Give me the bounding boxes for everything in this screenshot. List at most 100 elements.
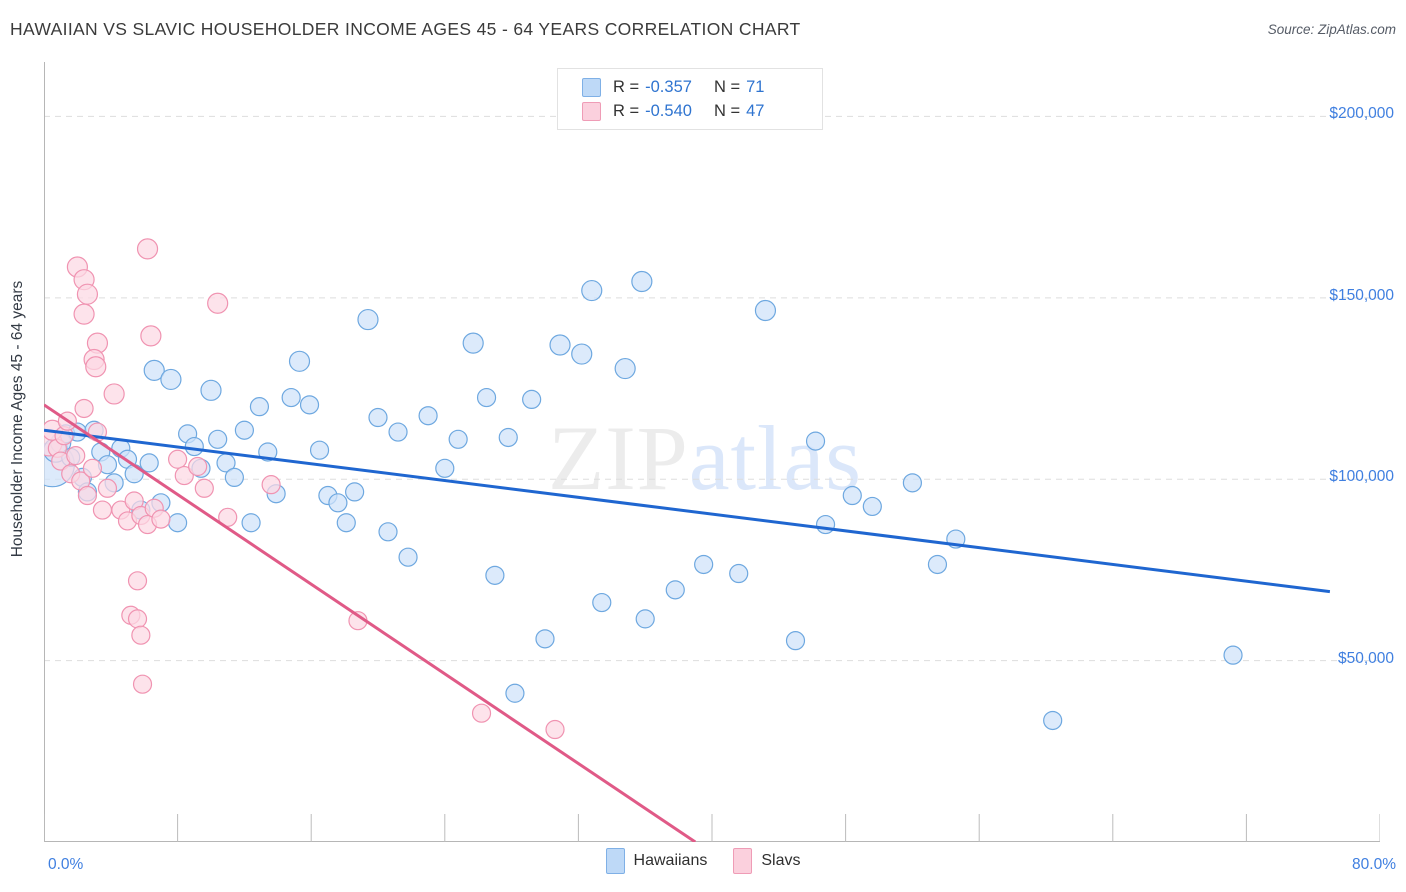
data-point[interactable] — [127, 609, 148, 629]
data-point[interactable] — [92, 500, 113, 520]
data-point[interactable] — [299, 395, 320, 415]
data-point[interactable] — [288, 350, 311, 372]
data-point[interactable] — [462, 332, 484, 354]
data-point[interactable] — [103, 383, 125, 405]
data-point[interactable] — [862, 496, 882, 517]
data-point[interactable] — [139, 453, 159, 473]
legend-label-slavs: Slavs — [761, 852, 801, 869]
data-point[interactable] — [249, 397, 270, 417]
data-point[interactable] — [471, 703, 492, 723]
data-point[interactable] — [174, 465, 194, 486]
data-point[interactable] — [234, 420, 254, 440]
data-point[interactable] — [136, 238, 159, 260]
data-point[interactable] — [614, 357, 636, 380]
legend-item-slavs[interactable]: Slavs — [733, 848, 800, 874]
data-point[interactable] — [143, 359, 165, 381]
data-point[interactable] — [241, 513, 261, 533]
data-point[interactable] — [592, 592, 612, 613]
data-point[interactable] — [398, 547, 418, 567]
data-point[interactable] — [485, 565, 505, 585]
data-point[interactable] — [140, 325, 162, 347]
data-point[interactable] — [631, 270, 653, 293]
stats-r-label-2: R = — [613, 101, 640, 120]
data-point[interactable] — [184, 436, 204, 457]
data-point[interactable] — [124, 464, 144, 484]
data-point[interactable] — [261, 475, 281, 495]
data-point[interactable] — [97, 478, 118, 498]
data-point[interactable] — [505, 683, 525, 703]
data-point[interactable] — [378, 522, 398, 542]
data-point[interactable] — [281, 387, 301, 408]
data-point[interactable] — [635, 609, 655, 629]
data-point[interactable] — [357, 308, 379, 331]
data-point[interactable] — [815, 514, 836, 535]
data-point[interactable] — [498, 427, 518, 448]
data-point[interactable] — [309, 440, 330, 460]
series-points-slavs — [44, 238, 565, 740]
data-point[interactable] — [328, 493, 348, 513]
data-point[interactable] — [535, 629, 555, 649]
data-point[interactable] — [1043, 710, 1063, 731]
data-point[interactable] — [188, 456, 208, 477]
data-point[interactable] — [368, 407, 388, 428]
data-point[interactable] — [85, 356, 107, 378]
data-point[interactable] — [74, 398, 94, 419]
x-axis-max-label: 80.0% — [1352, 856, 1396, 873]
data-point[interactable] — [549, 334, 571, 356]
data-point[interactable] — [127, 571, 148, 591]
data-point[interactable] — [73, 303, 95, 325]
stats-n-label-1: N = — [713, 77, 741, 96]
legend-item-hawaiians[interactable]: Hawaiians — [605, 848, 708, 874]
data-point[interactable] — [132, 674, 153, 694]
data-point[interactable] — [435, 458, 455, 478]
data-point[interactable] — [76, 283, 99, 305]
data-point[interactable] — [168, 449, 188, 469]
trendline-slavs — [44, 403, 697, 842]
stats-r-value-2: -0.540 — [645, 101, 692, 120]
y-axis-tick-label-1: $150,000 — [1329, 286, 1394, 304]
data-point[interactable] — [665, 580, 685, 600]
data-point[interactable] — [927, 554, 948, 575]
data-point[interactable] — [168, 513, 188, 533]
data-point[interactable] — [336, 513, 356, 533]
y-axis-title: Householder Income Ages 45 - 64 years — [9, 280, 26, 558]
data-point[interactable] — [476, 387, 497, 408]
data-point[interactable] — [388, 422, 408, 442]
data-point[interactable] — [194, 478, 214, 498]
series-legend: Hawaiians Slavs — [0, 848, 1406, 874]
legend-swatch-slavs — [733, 848, 753, 874]
data-point[interactable] — [131, 625, 151, 645]
stats-row-hawaiians: R = -0.357 N = 71 — [582, 75, 812, 99]
data-point[interactable] — [418, 406, 438, 426]
data-point[interactable] — [805, 431, 826, 451]
page-title: HAWAIIAN VS SLAVIC HOUSEHOLDER INCOME AG… — [10, 19, 801, 39]
legend-label-hawaiians: Hawaiians — [633, 852, 708, 869]
data-point[interactable] — [581, 279, 603, 302]
data-point[interactable] — [545, 719, 565, 740]
data-point[interactable] — [160, 368, 182, 391]
data-point[interactable] — [571, 343, 593, 365]
data-point[interactable] — [902, 473, 923, 493]
data-point[interactable] — [224, 467, 244, 487]
data-point[interactable] — [151, 509, 171, 529]
data-point[interactable] — [785, 631, 806, 651]
data-point[interactable] — [82, 458, 103, 478]
data-point[interactable] — [729, 563, 749, 584]
data-point[interactable] — [448, 429, 468, 449]
x-axis-min-label: 0.0% — [48, 856, 84, 873]
data-point[interactable] — [77, 485, 98, 506]
data-point[interactable] — [522, 389, 542, 409]
data-point[interactable] — [208, 429, 228, 449]
data-point[interactable] — [754, 299, 777, 322]
data-point[interactable] — [218, 507, 238, 527]
trendline-hawaiians — [44, 428, 1331, 594]
data-point[interactable] — [694, 554, 714, 575]
correlation-stats-legend: R = -0.357 N = 71 R = -0.540 N = 47 — [557, 68, 823, 130]
stats-row-slavs: R = -0.540 N = 47 — [582, 99, 812, 123]
data-point[interactable] — [842, 485, 862, 506]
data-point[interactable] — [207, 292, 229, 314]
data-point[interactable] — [200, 379, 222, 401]
data-point[interactable] — [1223, 645, 1243, 665]
data-point[interactable] — [345, 482, 365, 502]
data-point[interactable] — [66, 446, 86, 466]
